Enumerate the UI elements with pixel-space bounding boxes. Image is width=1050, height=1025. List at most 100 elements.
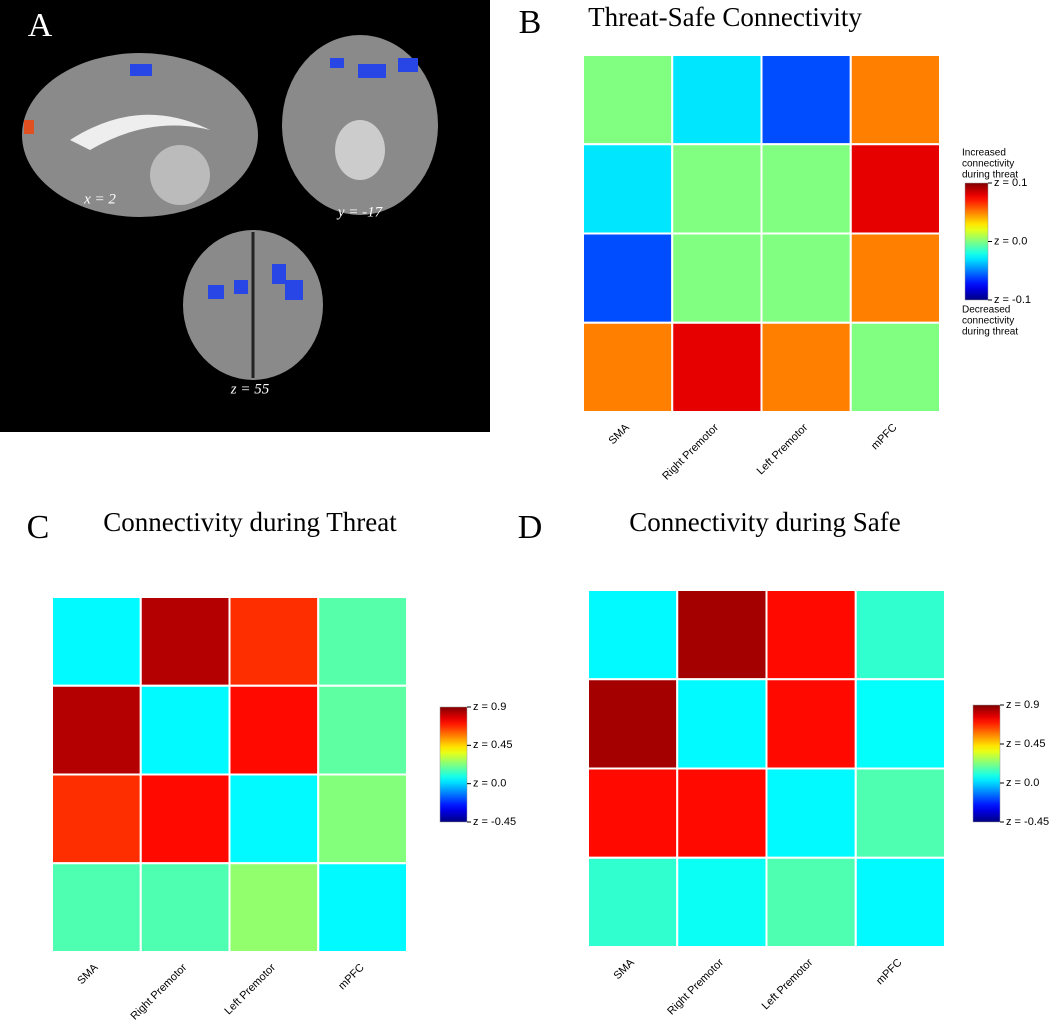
activation-blob — [208, 285, 224, 299]
colorbar-label: z = -0.45 — [473, 816, 516, 828]
colorbar — [964, 182, 989, 301]
chart-title: Connectivity during Threat — [103, 507, 397, 537]
colorbar-label: z = 0.9 — [1006, 699, 1039, 711]
activation-blob — [130, 64, 152, 76]
heatmap-cell — [317, 684, 408, 776]
colorbar — [439, 706, 468, 823]
cerebellum — [150, 145, 210, 205]
heatmap-cell — [671, 54, 763, 146]
activation-blob — [234, 280, 248, 294]
heatmap-cell — [854, 767, 946, 859]
heatmap-cell — [854, 589, 946, 681]
colorbar-note: Decreased — [962, 305, 1010, 316]
sagittal-slice — [22, 53, 258, 217]
heatmap-cell — [139, 773, 231, 865]
brain-panel: A x = 2 y = -17 z = 55 — [0, 0, 490, 432]
x-tick-label: Right Premotor — [665, 956, 726, 1017]
colorbar-label: z = 0.45 — [1006, 738, 1045, 750]
heatmap-cell — [849, 232, 941, 324]
heatmap-cell — [671, 321, 763, 413]
heatmap-cell — [228, 684, 320, 776]
activation-blob — [24, 120, 34, 134]
heatmap-cell — [676, 678, 768, 770]
heatmap-cell — [587, 678, 679, 770]
activation-blob — [330, 58, 344, 68]
heatmap-cell — [51, 684, 142, 776]
heatmap-cell — [228, 596, 320, 687]
heatmap-cell — [582, 321, 674, 413]
colorbar-note: Increased — [962, 148, 1006, 159]
heatmap-cell — [765, 767, 857, 859]
chart-title: Connectivity during Safe — [629, 507, 900, 537]
colorbar — [972, 704, 1001, 823]
heatmap-cell — [671, 143, 763, 235]
panel-label: D — [518, 509, 543, 546]
activation-blob — [358, 64, 386, 78]
x-tick-label: SMA — [611, 956, 637, 982]
colorbar-note: during threat — [962, 327, 1018, 338]
heatmap-cell — [139, 596, 231, 687]
heatmap-cell — [582, 232, 674, 324]
heatmap-cell — [587, 856, 679, 948]
activation-blob — [285, 280, 303, 300]
panel-label: C — [27, 509, 50, 546]
slice-label: y = -17 — [336, 204, 384, 220]
slice-label: x = 2 — [83, 191, 116, 207]
colorbar-label: z = 0.0 — [994, 235, 1027, 247]
heatmap-cell — [854, 678, 946, 770]
panel-label: B — [519, 4, 542, 41]
colorbar-label: z = -0.1 — [994, 294, 1031, 306]
x-tick-label: Right Premotor — [129, 961, 190, 1022]
x-tick-label: Left Premotor — [222, 961, 278, 1017]
colorbar-note: connectivity — [962, 159, 1014, 170]
x-tick-label: SMA — [606, 421, 632, 447]
heatmap-cell — [317, 862, 408, 953]
colorbar-label: z = -0.45 — [1006, 816, 1049, 828]
heatmap-cell — [676, 589, 768, 681]
subcortical — [335, 120, 385, 180]
heatmap-cell — [765, 678, 857, 770]
heatmap-cell — [854, 856, 946, 948]
x-tick-label: Left Premotor — [755, 421, 811, 477]
heatmap-cell — [317, 596, 408, 687]
x-tick-label: mPFC — [874, 957, 905, 988]
colorbar-note: connectivity — [962, 316, 1014, 327]
heatmap-cell — [849, 143, 941, 235]
colorbar-label: z = 0.0 — [473, 778, 506, 790]
heatmap-cell — [228, 773, 320, 865]
colorbar-label: z = 0.45 — [473, 739, 512, 751]
panel-label: A — [28, 7, 53, 44]
heatmap-cell — [582, 143, 674, 235]
heatmap-cell — [760, 232, 852, 324]
heatmap-cell — [671, 232, 763, 324]
x-tick-label: SMA — [75, 961, 101, 987]
heatmap-cell — [849, 321, 941, 413]
heatmap-cell — [765, 589, 857, 681]
chart-title: Threat-Safe Connectivity — [588, 2, 862, 32]
heatmap-cell — [317, 773, 408, 865]
heatmap-cell — [676, 767, 768, 859]
colorbar-label: z = 0.9 — [473, 701, 506, 713]
activation-blob — [398, 58, 418, 72]
slice-label: z = 55 — [230, 381, 270, 397]
colorbar-label: z = 0.1 — [994, 177, 1027, 189]
colorbar-note: during threat — [962, 170, 1018, 181]
heatmap-cell — [760, 54, 852, 146]
activation-blob — [272, 264, 286, 284]
x-tick-label: mPFC — [869, 422, 900, 453]
heatmap-cell — [582, 54, 674, 146]
heatmap-cell — [849, 54, 941, 146]
colorbar-label: z = 0.0 — [1006, 777, 1039, 789]
heatmap-cell — [587, 589, 679, 681]
heatmap-cell — [760, 321, 852, 413]
x-tick-label: Right Premotor — [660, 421, 721, 482]
x-tick-label: Left Premotor — [760, 956, 816, 1012]
heatmap-cell — [587, 767, 679, 859]
heatmap-cell — [51, 862, 142, 953]
heatmap-cell — [228, 862, 320, 953]
heatmap-cell — [51, 773, 142, 865]
heatmap-cell — [139, 684, 231, 776]
corpus-callosum — [70, 114, 210, 150]
heatmap-cell — [676, 856, 768, 948]
heatmap-cell — [139, 862, 231, 953]
